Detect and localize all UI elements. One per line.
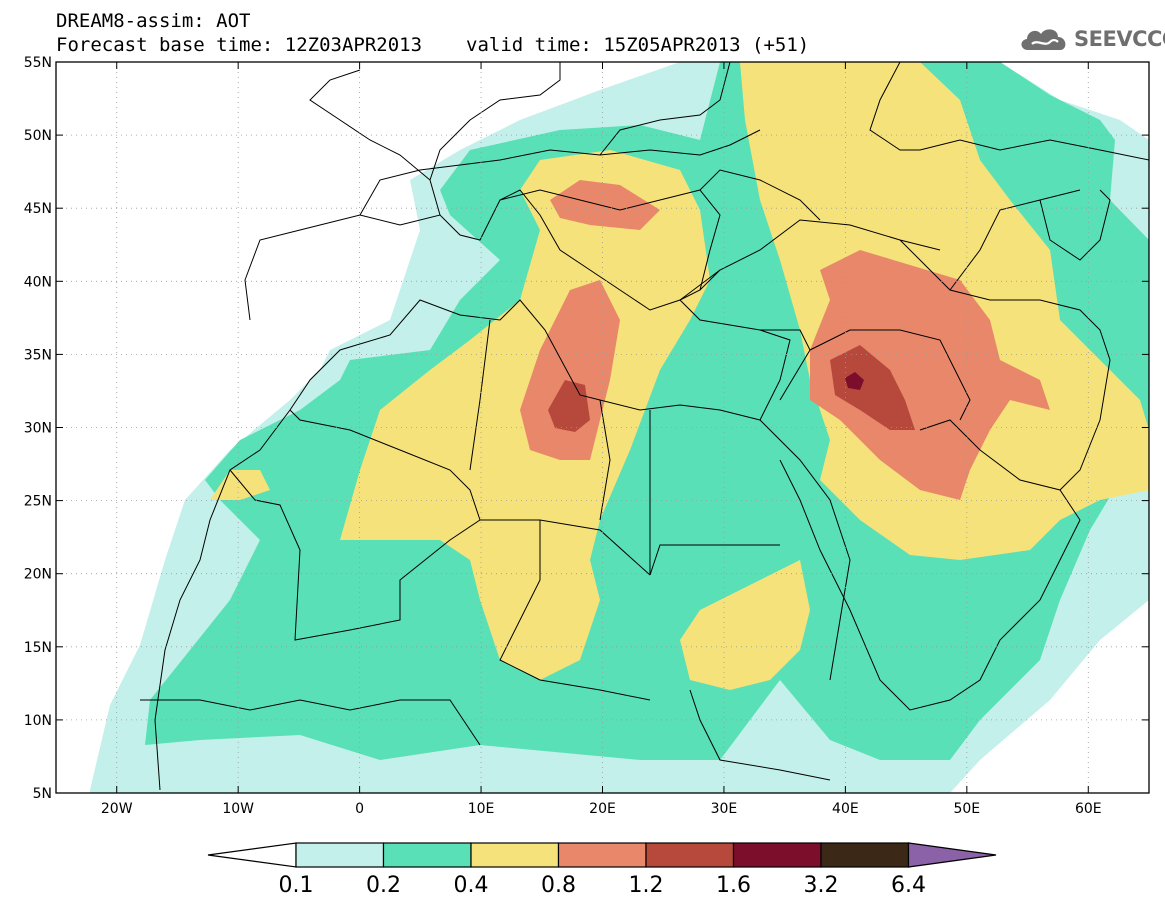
map-title: DREAM8-assim: AOT	[56, 10, 251, 32]
colorbar-label: 1.6	[716, 873, 751, 898]
colorbar-label: 0.2	[366, 873, 401, 898]
colorbar-box	[557, 842, 647, 868]
colorbar-box	[295, 842, 385, 868]
lon-tick-label: 50E	[953, 801, 980, 817]
country-boundaries	[140, 62, 1149, 791]
colorbar-label: 3.2	[804, 873, 839, 898]
colorbar-label: 0.4	[454, 873, 489, 898]
axis-ticks	[56, 61, 1149, 794]
seevccc-logo: SEEVCCC	[1018, 24, 1165, 54]
lat-tick-label: 20N	[24, 567, 52, 583]
valid-time: valid time: 15Z05APR2013 (+51)	[466, 34, 810, 56]
lon-tick-labels: 20W 10W 0 10E 20E 30E 40E 50E 60E	[101, 801, 1102, 817]
lon-tick-label: 40E	[832, 801, 859, 817]
lon-tick-label: 30E	[711, 801, 738, 817]
colorbar-box	[382, 842, 472, 868]
lon-tick-label: 20W	[101, 801, 133, 817]
lon-tick-label: 0	[355, 801, 364, 817]
colorbar-over-triangle	[907, 842, 997, 868]
lat-tick-label: 55N	[24, 55, 52, 71]
colorbar: 0.1 0.2 0.4 0.8 1.2 1.6 3.2 6.4	[207, 842, 997, 898]
lat-tick-label: 30N	[24, 421, 52, 437]
cloud-icon	[1021, 29, 1066, 50]
lat-tick-label: 5N	[33, 786, 52, 802]
aot-band-1.2	[548, 345, 915, 432]
colorbar-box	[820, 842, 910, 868]
colorbar-under-triangle	[207, 842, 297, 868]
aot-band-1.6	[845, 372, 864, 390]
lat-tick-label: 25N	[24, 494, 52, 510]
lat-tick-labels: 5N 10N 15N 20N 25N 30N 35N 40N 45N 50N 55N	[24, 55, 52, 802]
lon-tick-label: 10W	[222, 801, 254, 817]
lat-tick-label: 40N	[24, 274, 52, 290]
lat-tick-label: 10N	[24, 713, 52, 729]
colorbar-box	[732, 842, 822, 868]
lon-tick-label: 20E	[589, 801, 616, 817]
lat-tick-label: 35N	[24, 347, 52, 363]
lat-tick-label: 15N	[24, 640, 52, 656]
colorbar-label: 1.2	[629, 873, 664, 898]
colorbar-label: 0.1	[279, 873, 314, 898]
lat-tick-label: 45N	[24, 201, 52, 217]
logo-text: SEEVCCC	[1074, 27, 1165, 51]
colorbar-box	[470, 842, 560, 868]
aot-band-0.8	[520, 180, 1050, 500]
aot-band-0.4	[210, 62, 1149, 690]
lon-tick-label: 60E	[1075, 801, 1102, 817]
base-time: Forecast base time: 12Z03APR2013	[56, 34, 423, 56]
colorbar-label: 6.4	[891, 873, 926, 898]
lat-tick-label: 50N	[24, 128, 52, 144]
aot-field	[90, 62, 1149, 793]
map-subtitle: Forecast base time: 12Z03APR2013 valid ti…	[56, 34, 809, 56]
colorbar-label: 0.8	[541, 873, 576, 898]
lon-tick-label: 10E	[468, 801, 495, 817]
colorbar-box	[645, 842, 735, 868]
